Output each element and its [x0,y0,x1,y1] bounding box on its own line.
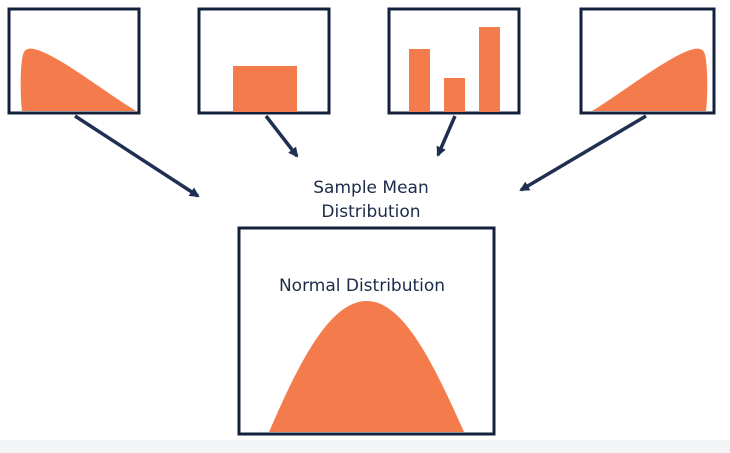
discrete-bar-3 [479,27,500,112]
sample-mean-label-line1: Sample Mean [313,178,429,198]
right-skewed-curve [20,48,136,111]
arrow-3 [436,115,457,157]
source-box-discrete [387,7,521,115]
result-box [237,226,496,436]
uniform-rect [233,66,297,112]
arrow-1 [74,114,200,198]
source-box-right-skewed [7,7,141,115]
discrete-bar-2 [444,78,465,112]
source-box-left-skewed [579,7,716,115]
bell-curve [269,300,464,432]
sample-mean-label-line2: Distribution [321,202,421,222]
result-label: Normal Distribution [278,276,446,296]
left-skewed-curve [592,48,708,111]
arrow-4 [519,114,647,192]
sample-mean-label: Sample Mean Distribution [296,176,446,224]
bottom-strip [0,440,730,453]
arrow-2 [264,114,299,158]
discrete-bar-1 [409,49,430,112]
source-box-uniform [197,7,331,115]
